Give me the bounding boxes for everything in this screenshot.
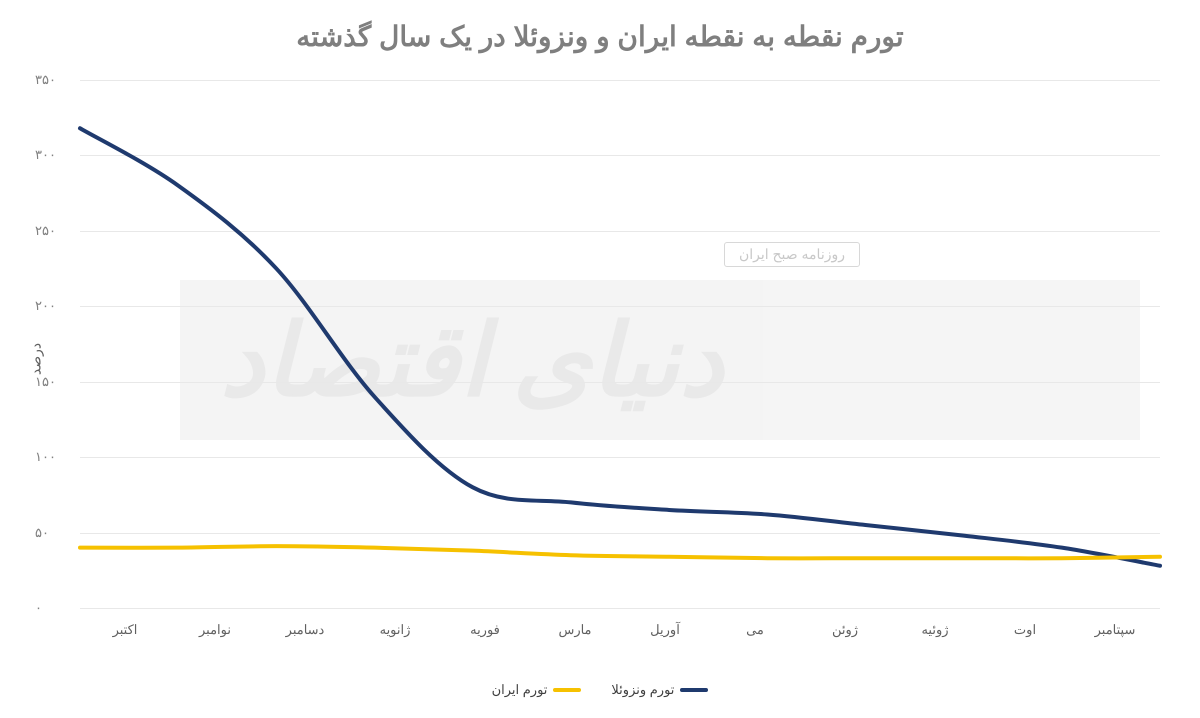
x-axis-labels: اکتبرنوامبردسامبرژانویهفوریهمارسآوریلمیژ… xyxy=(80,622,1160,638)
x-tick-label: اکتبر xyxy=(80,622,170,638)
y-axis-title: درصد xyxy=(28,343,45,375)
x-tick-label: سپتامبر xyxy=(1070,622,1160,638)
y-tick-label: ۰ xyxy=(35,600,75,616)
y-tick-label: ۳۰۰ xyxy=(35,147,75,163)
x-tick-label: آوریل xyxy=(620,622,710,638)
chart-lines-svg xyxy=(80,80,1160,608)
legend-label: تورم ونزوئلا xyxy=(611,682,674,698)
plot-area: ۰۵۰۱۰۰۱۵۰۲۰۰۲۵۰۳۰۰۳۵۰ اکتبرنوامبردسامبرژ… xyxy=(80,80,1160,608)
legend-swatch xyxy=(680,688,708,692)
y-tick-label: ۵۰ xyxy=(35,525,75,541)
x-tick-label: ژوئیه xyxy=(890,622,980,638)
x-tick-label: مارس xyxy=(530,622,620,638)
chart-title: تورم نقطه به نقطه ایران و ونزوئلا در یک … xyxy=(40,20,1160,53)
x-tick-label: ژوئن xyxy=(800,622,890,638)
y-tick-label: ۲۰۰ xyxy=(35,298,75,314)
legend-item: تورم ایران xyxy=(492,682,582,698)
x-tick-label: فوریه xyxy=(440,622,530,638)
x-tick-label: اوت xyxy=(980,622,1070,638)
x-tick-label: ژانویه xyxy=(350,622,440,638)
series-line xyxy=(80,546,1160,558)
chart-container: تورم نقطه به نقطه ایران و ونزوئلا در یک … xyxy=(0,0,1200,718)
x-tick-label: دسامبر xyxy=(260,622,350,638)
legend-item: تورم ونزوئلا xyxy=(611,682,708,698)
legend: تورم ونزوئلا تورم ایران xyxy=(0,682,1200,698)
legend-swatch xyxy=(553,688,581,692)
series-line xyxy=(80,128,1160,565)
y-tick-label: ۱۵۰ xyxy=(35,374,75,390)
y-tick-label: ۲۵۰ xyxy=(35,223,75,239)
y-tick-label: ۱۰۰ xyxy=(35,449,75,465)
legend-label: تورم ایران xyxy=(492,682,548,698)
y-tick-label: ۳۵۰ xyxy=(35,72,75,88)
x-tick-label: می xyxy=(710,622,800,638)
grid-line xyxy=(80,608,1160,609)
x-tick-label: نوامبر xyxy=(170,622,260,638)
